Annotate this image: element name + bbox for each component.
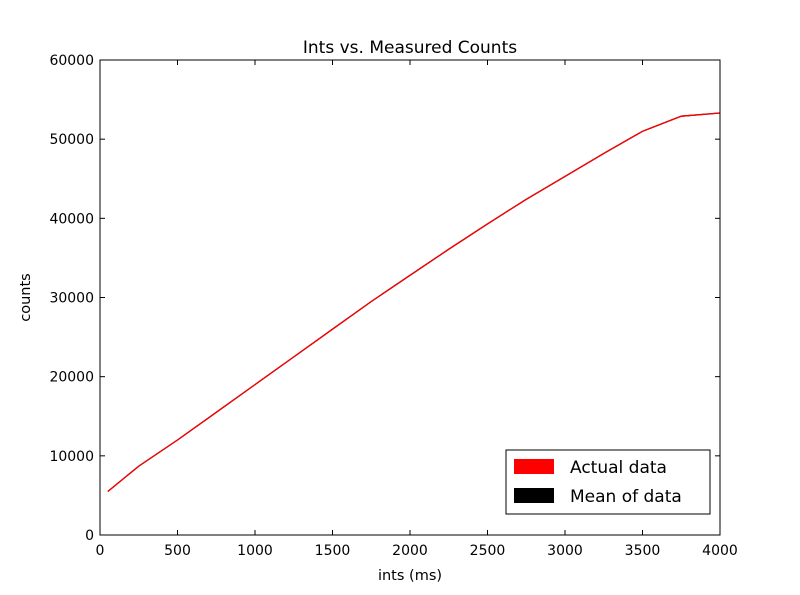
y-tick-label: 0 (85, 528, 94, 544)
y-tick-label: 60000 (49, 53, 94, 69)
axis-ticks: 0 500 1000 1500 2000 2500 3000 3500 400001000020… (49, 53, 737, 559)
legend-label: Actual data (570, 458, 667, 478)
series-lines (107, 112, 721, 493)
x-tick-label: 500 (164, 543, 191, 559)
x-axis-label: ints (ms) (378, 568, 442, 584)
x-tick-label: 1500 (315, 543, 351, 559)
y-tick-label: 10000 (49, 449, 94, 465)
x-tick-label: 3500 (625, 543, 661, 559)
x-tick-label: 2000 (392, 543, 428, 559)
y-tick-label: 30000 (49, 291, 94, 307)
series-line-actual-data (107, 112, 721, 493)
x-tick-label: 4000 (702, 543, 738, 559)
x-tick-label: 1000 (237, 543, 273, 559)
legend-swatch (514, 459, 554, 474)
plot-frame (99, 59, 721, 536)
legend-swatch (514, 488, 554, 503)
legend: Actual data Mean of data (505, 449, 711, 515)
x-tick-label: 2500 (470, 543, 506, 559)
chart-title: Ints vs. Measured Counts (303, 38, 517, 58)
y-tick-label: 50000 (49, 132, 94, 148)
legend-label: Mean of data (570, 487, 682, 507)
x-tick-label: 0 (96, 543, 105, 559)
y-axis-label: counts (18, 273, 34, 321)
x-tick-label: 3000 (547, 543, 583, 559)
y-tick-label: 20000 (49, 370, 94, 386)
y-tick-label: 40000 (49, 211, 94, 227)
